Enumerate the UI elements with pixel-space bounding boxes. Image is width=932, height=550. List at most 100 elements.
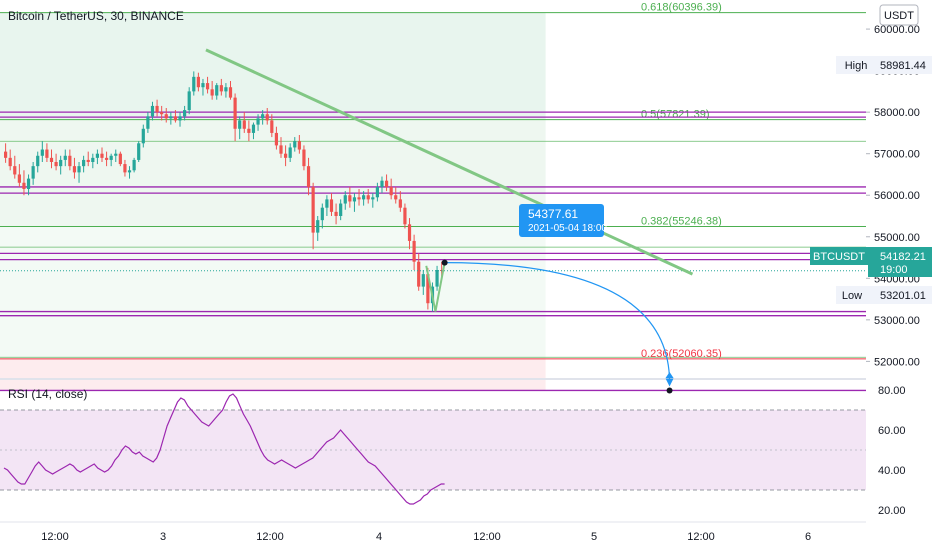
candle — [375, 182, 379, 202]
candle-body — [352, 197, 357, 202]
price-tick-label: 53000.00 — [874, 315, 920, 327]
candle — [49, 149, 54, 169]
candle-body — [155, 105, 159, 113]
candle-body — [123, 164, 127, 173]
candle — [173, 110, 178, 123]
candle — [31, 162, 35, 185]
candle — [329, 193, 334, 216]
candle-body — [22, 182, 26, 189]
candle — [398, 191, 402, 212]
candle — [59, 155, 63, 175]
time-axis[interactable]: 12:00 3 12:00 4 12:00 5 12:00 6 — [0, 521, 866, 543]
candle-body — [316, 220, 320, 233]
candle-body — [279, 145, 283, 154]
price-callout-bg[interactable] — [519, 204, 604, 237]
candle — [265, 108, 269, 125]
time-tick-label: 12:00 — [41, 531, 69, 543]
fib-zone-middle — [0, 119, 546, 227]
candle — [403, 203, 407, 229]
trendline[interactable] — [205, 48, 694, 276]
candle — [247, 120, 251, 142]
candle — [137, 141, 141, 162]
candle-body — [421, 274, 425, 287]
candle — [8, 149, 12, 171]
candle-body — [375, 186, 379, 198]
low-tag-bg — [836, 286, 876, 304]
candle-body — [100, 153, 104, 158]
candle — [311, 182, 315, 250]
currency-badge[interactable] — [879, 4, 919, 26]
projection-end-dot[interactable] — [666, 387, 673, 394]
candle — [316, 216, 320, 241]
last-price-value: 54182.21 — [880, 251, 926, 263]
candle — [63, 149, 67, 167]
candle — [421, 270, 425, 295]
candle-body — [228, 87, 233, 98]
high-value-bg — [876, 56, 932, 74]
price-axis[interactable]: 60000.0059000.0058000.0057000.0056000.00… — [866, 24, 920, 368]
candle-body — [242, 120, 246, 129]
fib-level-label: 0.618(60396.39) — [641, 2, 722, 14]
candle — [384, 174, 389, 192]
time-tick-label: 6 — [805, 531, 811, 543]
candle-body — [233, 97, 237, 129]
rsi-tick-label: 20.00 — [878, 505, 906, 517]
candle — [435, 265, 439, 291]
time-tick-label: 12:00 — [256, 531, 284, 543]
high-tag-value: 58981.44 — [880, 60, 926, 72]
candle — [82, 155, 86, 173]
candle — [325, 195, 329, 216]
candle-body — [325, 199, 329, 208]
candle-body — [164, 114, 168, 119]
candle — [407, 218, 412, 250]
symbol-tag-bg — [810, 247, 868, 265]
candle — [412, 234, 416, 270]
candle-body — [224, 87, 228, 92]
candle-body — [31, 166, 35, 179]
candle-body — [247, 128, 251, 133]
candle-body — [26, 178, 31, 189]
candle — [91, 153, 95, 169]
candle — [224, 83, 228, 98]
candle — [215, 83, 219, 100]
fib-level-label: 0.236(52060.35) — [641, 348, 722, 360]
candle-body — [192, 76, 196, 92]
candle — [219, 78, 223, 96]
candle-body — [4, 151, 8, 158]
candle — [104, 151, 109, 167]
projection-arrow[interactable] — [444, 262, 671, 383]
candle-body — [114, 153, 118, 156]
candle-body — [210, 89, 214, 96]
candle — [132, 157, 136, 173]
candle-body — [426, 274, 430, 304]
candle — [380, 176, 384, 194]
price-tick-label: 55000.00 — [874, 232, 920, 244]
candle-body — [288, 147, 292, 158]
candle — [297, 135, 301, 154]
candle — [210, 81, 214, 100]
candle — [256, 114, 260, 131]
candle-body — [320, 207, 324, 221]
candle — [118, 151, 122, 167]
candle-body — [302, 149, 306, 167]
candle — [279, 137, 283, 158]
candle-body — [270, 120, 274, 133]
projection-start-dot[interactable] — [441, 259, 448, 266]
high-tag-bg — [836, 56, 876, 74]
time-tick-label: 4 — [376, 531, 382, 543]
candle — [100, 147, 104, 162]
candle-body — [196, 76, 200, 88]
candle — [26, 174, 31, 196]
rsi-tick-label: 60.00 — [878, 425, 906, 437]
candle-body — [339, 203, 343, 216]
candle-body — [137, 143, 141, 160]
candle — [164, 108, 168, 123]
drawings-layer — [0, 48, 866, 394]
candle-body — [238, 120, 242, 129]
low-tag-value: 53201.01 — [880, 290, 926, 302]
price-tick-label: 56000.00 — [874, 190, 920, 202]
candle-body — [91, 157, 95, 162]
candle-body — [380, 180, 384, 187]
pattern-drawing[interactable] — [425, 262, 446, 312]
